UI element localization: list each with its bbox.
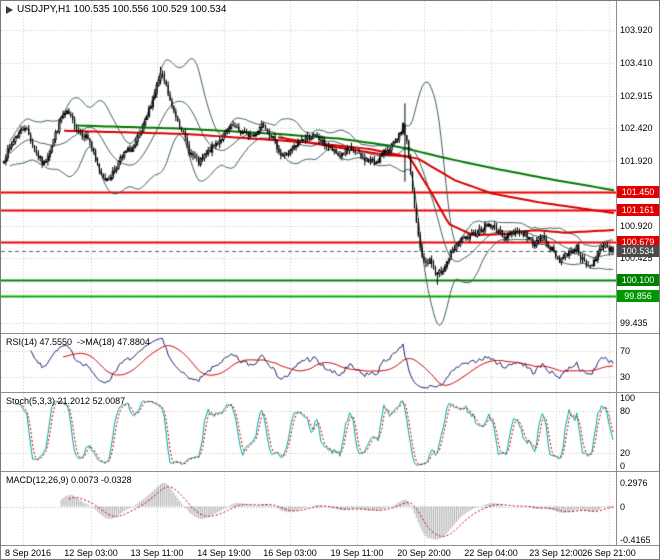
macd-tick: -0.4165 (620, 534, 651, 545)
price-level-badge: 101.450 (617, 185, 659, 198)
macd-tick: 0.2976 (620, 477, 648, 488)
time-tick: 14 Sep 19:00 (197, 548, 251, 558)
panel-separator (1, 471, 659, 472)
price-level-badge: 100.679 (617, 235, 659, 248)
axis-separator (616, 1, 617, 545)
rsi-tick: 30 (620, 371, 631, 382)
time-tick: 20 Sep 20:00 (397, 548, 451, 558)
price-level-badge: 101.161 (617, 204, 659, 217)
stochastic-label: Stoch(5,3,3) 21.2012 52.0087 (6, 396, 126, 406)
time-tick: 12 Sep 03:00 (64, 548, 118, 558)
price-tick: 101.920 (620, 155, 653, 166)
price-tick: 102.420 (620, 123, 653, 134)
stochastic-panel-canvas[interactable] (1, 393, 616, 471)
time-tick: 13 Sep 11:00 (130, 548, 184, 558)
stoch-tick: 100 (620, 392, 636, 403)
price-level-badge: 99.856 (617, 289, 659, 302)
price-tick: 99.435 (620, 318, 648, 329)
time-tick: 22 Sep 04:00 (464, 548, 518, 558)
price-level-badge: 100.534 (617, 245, 659, 258)
macd-tick: 0 (620, 501, 626, 512)
stoch-tick: 80 (620, 406, 631, 417)
price-tick: 102.915 (620, 90, 653, 101)
price-chart-canvas[interactable] (1, 1, 616, 333)
macd-panel-canvas[interactable] (1, 472, 616, 545)
panel-separator (1, 333, 659, 334)
price-tick: 103.920 (620, 25, 653, 36)
stoch-tick: 0 (620, 461, 626, 472)
chart-arrow-icon (6, 5, 13, 14)
chart-title-text: USDJPY,H1 100.535 100.556 100.529 100.53… (17, 4, 227, 15)
price-level-badge: 100.100 (617, 273, 659, 286)
chart-title: USDJPY,H1 100.535 100.556 100.529 100.53… (6, 4, 226, 15)
rsi-tick: 70 (620, 346, 631, 357)
time-tick: 19 Sep 11:00 (330, 548, 384, 558)
stoch-tick: 20 (620, 447, 631, 458)
time-tick: 8 Sep 2016 (5, 548, 52, 558)
price-tick: 103.410 (620, 58, 653, 69)
rsi-label: RSI(14) 47.5550 ->MA(18) 47.8804 (6, 337, 150, 347)
price-tick: 100.425 (620, 253, 653, 264)
price-axis[interactable]: 103.920 103.410 102.915 102.420 101.920 101.4… (617, 1, 659, 545)
panel-separator (1, 392, 659, 393)
rsi-panel-canvas[interactable] (1, 334, 616, 392)
macd-label: MACD(12,26,9) 0.0073 -0.0328 (6, 475, 132, 485)
price-tick: 100.920 (620, 221, 653, 232)
time-tick: 26 Sep 21:00 (582, 548, 636, 558)
time-axis[interactable]: 8 Sep 2016 12 Sep 03:00 13 Sep 11:00 14 Sep… (1, 545, 659, 559)
time-tick: 23 Sep 12:00 (529, 548, 583, 558)
time-tick: 16 Sep 03:00 (263, 548, 317, 558)
